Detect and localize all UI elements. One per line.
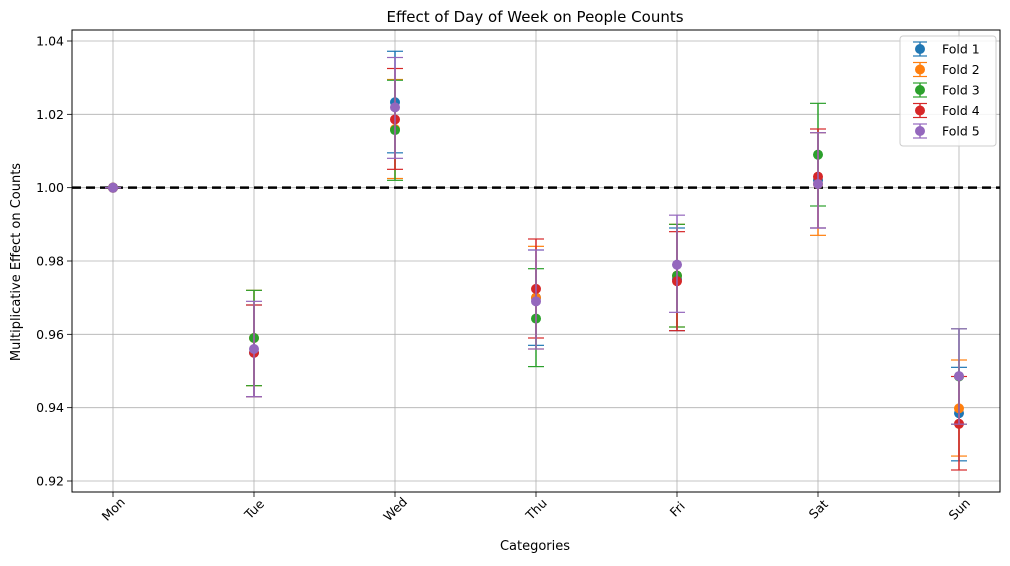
legend-item: Fold 4 (913, 102, 980, 119)
legend-marker (915, 105, 925, 116)
y-tick-label: 1.02 (36, 107, 64, 122)
y-tick-label: 0.94 (36, 400, 64, 415)
legend-label: Fold 1 (942, 42, 980, 57)
legend-item: Fold 5 (913, 123, 980, 139)
y-tick-label: 0.92 (36, 474, 64, 489)
data-point (531, 296, 541, 307)
y-tick-label: 0.96 (36, 327, 64, 342)
y-tick-label: 1.00 (36, 180, 64, 195)
legend-label: Fold 2 (942, 62, 980, 77)
legend: Fold 1 Fold 2 Fold 3 Fold 4 Fold 5 (899, 35, 997, 147)
legend-item: Fold 2 (913, 61, 980, 78)
legend-label: Fold 3 (942, 83, 980, 98)
chart-title: Effect of Day of Week on People Counts (386, 8, 683, 26)
data-point (249, 344, 259, 354)
legend-marker (915, 126, 925, 136)
legend-marker (915, 85, 925, 95)
legend-label: Fold 5 (942, 124, 980, 139)
legend-marker (915, 44, 925, 54)
data-point (954, 371, 964, 382)
y-axis-label: Multiplicative Effect on Counts (9, 163, 24, 361)
legend-marker (915, 64, 925, 75)
y-tick-label: 1.04 (36, 34, 64, 49)
series-layer (105, 50, 967, 471)
data-point (813, 179, 823, 189)
series-5 (105, 56, 967, 425)
legend-box (899, 35, 997, 147)
legend-label: Fold 4 (942, 103, 980, 118)
x-axis-label: Categories (500, 539, 570, 554)
data-point (672, 259, 682, 270)
data-point (108, 182, 118, 193)
legend-item: Fold 1 (913, 41, 980, 57)
data-point (390, 102, 400, 113)
legend-item: Fold 3 (913, 82, 980, 98)
y-tick-label: 0.98 (36, 254, 64, 269)
